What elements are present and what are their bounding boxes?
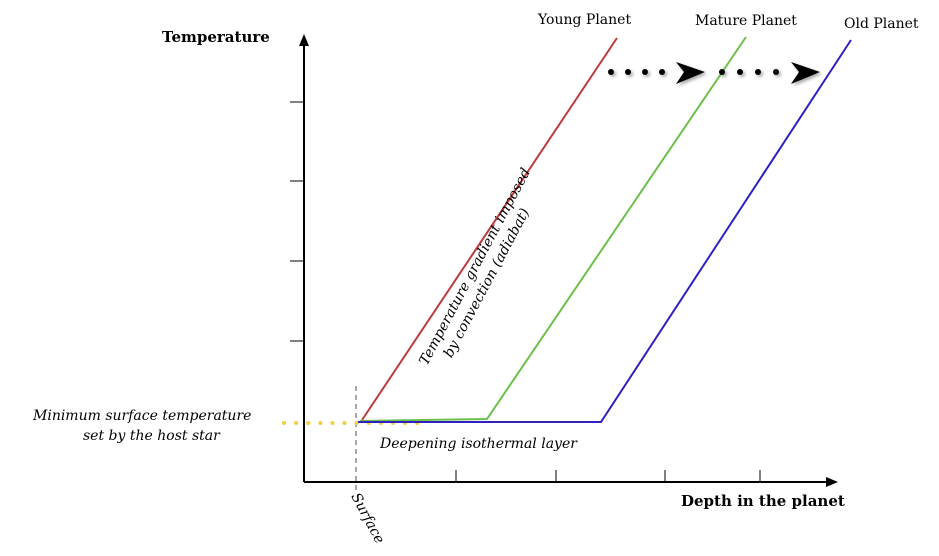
arrow-dot [642,69,648,75]
young-planet-curve [361,37,618,421]
arrow-dot [719,69,725,75]
x-axis-arrowhead [826,477,838,487]
arrow-head-icon [791,62,820,84]
arrow-head-icon [676,62,705,84]
arrow-dot [737,69,743,75]
old-planet-label: Old Planet [844,16,919,32]
mature-planet-curve [359,36,747,422]
mature-planet-label: Mature Planet [695,13,797,29]
min-temperature-label-line1: Minimum surface temperature [32,408,251,424]
y-axis-arrowhead [299,34,309,46]
adiabat-label-line1: Temperature gradient imposed [416,166,534,368]
arrow-dot [608,69,614,75]
x-axis-label: Depth in the planet [681,492,845,510]
surface-label: Surface [347,490,387,546]
arrow-dot [773,69,779,75]
adiabat-label: Temperature gradient imposed by convecti… [416,166,534,368]
old-planet-curve [358,39,852,423]
arrow-dot [755,69,761,75]
min-temperature-label-line2: set by the host star [83,428,221,444]
progression-arrow-1 [608,62,705,84]
arrow-dot [625,69,631,75]
young-planet-label: Young Planet [537,12,631,28]
progression-arrow-2 [719,62,820,84]
axes [290,34,838,487]
arrow-dot [659,69,665,75]
y-axis-label: Temperature [162,28,270,46]
isothermal-layer-label: Deepening isothermal layer [379,436,578,452]
